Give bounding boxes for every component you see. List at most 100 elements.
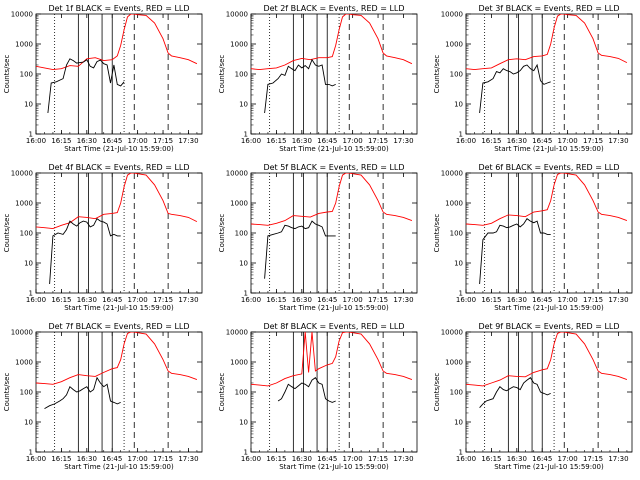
y-tick-label: 1000 xyxy=(445,359,463,367)
x-tick-label: 16:15 xyxy=(266,296,286,304)
panel-title: Det 2f BLACK = Events, RED = LLD xyxy=(263,4,404,13)
lld-series-line xyxy=(466,173,628,226)
y-tick-label: 10 xyxy=(239,260,248,268)
y-axis-label: Counts/sec xyxy=(218,373,226,412)
events-series-line xyxy=(264,220,336,279)
x-tick-label: 16:15 xyxy=(51,455,71,463)
y-tick-label: 10 xyxy=(24,101,33,109)
x-axis-label: Start Time (21-Jul-10 15:59:00) xyxy=(64,145,174,153)
x-tick-label: 16:30 xyxy=(77,137,97,145)
x-tick-label: 16:15 xyxy=(51,137,71,145)
x-tick-label: 16:00 xyxy=(241,137,261,145)
x-tick-label: 17:00 xyxy=(128,296,148,304)
x-tick-label: 17:30 xyxy=(608,455,628,463)
lld-series-line xyxy=(251,14,413,71)
plot-frame xyxy=(35,172,203,294)
y-tick-label: 10000 xyxy=(226,11,248,19)
x-tick-label: 16:15 xyxy=(481,137,501,145)
lld-series-line xyxy=(251,173,413,226)
lld-series-line xyxy=(36,173,198,230)
x-tick-label: 17:15 xyxy=(153,455,173,463)
x-tick-label: 16:00 xyxy=(456,296,476,304)
x-tick-label: 16:30 xyxy=(77,296,97,304)
panel-title: Det 5f BLACK = Events, RED = LLD xyxy=(263,163,404,172)
events-series-line xyxy=(479,218,551,285)
y-tick-label: 1000 xyxy=(15,359,33,367)
lld-series-line xyxy=(466,14,628,71)
y-tick-label: 10 xyxy=(239,419,248,427)
x-tick-label: 16:00 xyxy=(26,455,46,463)
plot-frame xyxy=(250,331,418,453)
x-tick-label: 16:15 xyxy=(266,137,286,145)
x-tick-label: 16:15 xyxy=(51,296,71,304)
events-series-line xyxy=(264,58,336,114)
y-tick-label: 10000 xyxy=(226,170,248,178)
plot-frame xyxy=(35,331,203,453)
x-tick-label: 17:15 xyxy=(583,296,603,304)
plot-frame xyxy=(250,13,418,135)
y-tick-label: 1000 xyxy=(230,41,248,49)
y-tick-label: 1 xyxy=(29,290,33,298)
detector-panel-5: 16:00 16:15 16:30 16:45 17:00 17:15 17:30 1 10 10… xyxy=(218,163,418,312)
x-axis-label: Start Time (21-Jul-10 15:59:00) xyxy=(494,463,604,471)
panel-title: Det 7f BLACK = Events, RED = LLD xyxy=(48,322,189,331)
plot-frame xyxy=(250,172,418,294)
y-tick-label: 1 xyxy=(244,131,248,139)
y-axis-label: Counts/sec xyxy=(433,55,441,94)
y-tick-label: 1 xyxy=(459,449,463,457)
x-tick-label: 16:45 xyxy=(532,296,552,304)
x-tick-label: 17:00 xyxy=(128,137,148,145)
detector-panel-6: 16:00 16:15 16:30 16:45 17:00 17:15 17:30 1 10 10… xyxy=(433,163,633,312)
y-tick-label: 1000 xyxy=(445,41,463,49)
x-axis-label: Start Time (21-Jul-10 15:59:00) xyxy=(279,304,389,312)
detector-panel-7: 16:00 16:15 16:30 16:45 17:00 17:15 17:30 1 10 10… xyxy=(3,322,203,471)
y-axis-label: Counts/sec xyxy=(433,373,441,412)
x-tick-label: 17:00 xyxy=(343,455,363,463)
lld-series-line xyxy=(251,332,413,387)
x-tick-label: 16:45 xyxy=(102,455,122,463)
y-tick-label: 100 xyxy=(450,230,463,238)
x-axis-label: Start Time (21-Jul-10 15:59:00) xyxy=(279,463,389,471)
panel-title: Det 1f BLACK = Events, RED = LLD xyxy=(48,4,189,13)
y-tick-label: 10000 xyxy=(226,329,248,337)
y-tick-label: 10000 xyxy=(11,11,33,19)
x-tick-label: 16:00 xyxy=(26,137,46,145)
x-tick-label: 16:30 xyxy=(507,455,527,463)
y-tick-label: 10000 xyxy=(441,329,463,337)
x-tick-label: 17:15 xyxy=(153,296,173,304)
x-tick-label: 17:00 xyxy=(558,137,578,145)
x-tick-label: 17:15 xyxy=(368,137,388,145)
x-tick-label: 17:00 xyxy=(343,296,363,304)
panel-title: Det 4f BLACK = Events, RED = LLD xyxy=(48,163,189,172)
y-tick-label: 100 xyxy=(235,71,248,79)
x-tick-label: 17:00 xyxy=(558,296,578,304)
y-tick-label: 10000 xyxy=(11,329,33,337)
x-tick-label: 16:15 xyxy=(481,455,501,463)
y-tick-label: 1 xyxy=(244,449,248,457)
panel-title: Det 9f BLACK = Events, RED = LLD xyxy=(478,322,619,331)
y-tick-label: 10 xyxy=(454,101,463,109)
x-tick-label: 17:30 xyxy=(393,455,413,463)
y-tick-label: 100 xyxy=(450,389,463,397)
plot-frame xyxy=(465,13,633,135)
y-tick-label: 1 xyxy=(29,131,33,139)
x-tick-label: 16:45 xyxy=(102,296,122,304)
x-tick-label: 16:00 xyxy=(26,296,46,304)
events-series-line xyxy=(44,376,121,409)
plot-frame xyxy=(465,331,633,453)
y-tick-label: 10 xyxy=(24,419,33,427)
y-tick-label: 100 xyxy=(235,230,248,238)
x-tick-label: 17:00 xyxy=(128,455,148,463)
x-tick-label: 17:30 xyxy=(608,137,628,145)
x-tick-label: 16:15 xyxy=(481,296,501,304)
x-tick-label: 16:30 xyxy=(292,455,312,463)
x-tick-label: 17:30 xyxy=(178,455,198,463)
y-tick-label: 10 xyxy=(454,419,463,427)
y-tick-label: 10 xyxy=(454,260,463,268)
detector-panel-3: 16:00 16:15 16:30 16:45 17:00 17:15 17:30 1 10 10… xyxy=(433,4,633,153)
detector-panel-1: 16:00 16:15 16:30 16:45 17:00 17:15 17:30 1 10 10… xyxy=(3,4,203,153)
y-tick-label: 1 xyxy=(459,131,463,139)
x-tick-label: 17:15 xyxy=(368,296,388,304)
x-tick-label: 16:30 xyxy=(507,296,527,304)
